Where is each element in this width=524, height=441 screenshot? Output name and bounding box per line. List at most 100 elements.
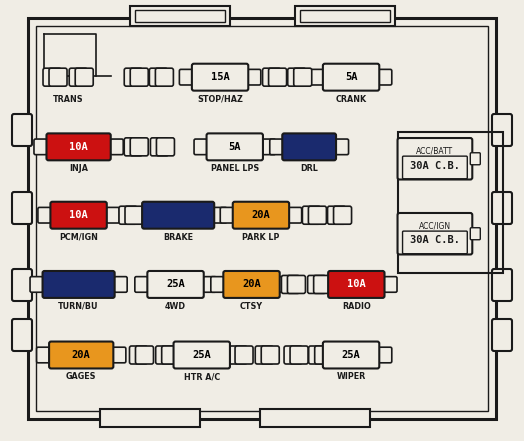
Text: PARK LP: PARK LP: [242, 233, 280, 242]
FancyBboxPatch shape: [402, 231, 467, 254]
FancyBboxPatch shape: [263, 139, 276, 155]
FancyBboxPatch shape: [113, 347, 126, 363]
FancyBboxPatch shape: [12, 192, 32, 224]
Text: 10A: 10A: [347, 280, 366, 289]
FancyBboxPatch shape: [334, 206, 352, 224]
FancyBboxPatch shape: [309, 346, 326, 364]
FancyBboxPatch shape: [269, 68, 287, 86]
FancyBboxPatch shape: [270, 139, 283, 155]
FancyBboxPatch shape: [379, 347, 392, 363]
FancyBboxPatch shape: [49, 68, 67, 86]
FancyBboxPatch shape: [157, 138, 174, 156]
FancyBboxPatch shape: [230, 347, 243, 363]
Text: DRL: DRL: [300, 164, 318, 173]
FancyBboxPatch shape: [179, 69, 192, 85]
FancyBboxPatch shape: [470, 153, 481, 165]
FancyBboxPatch shape: [248, 69, 261, 85]
Text: 20A: 20A: [72, 350, 91, 360]
Text: INJA: INJA: [69, 164, 88, 173]
Text: TURN/BU: TURN/BU: [58, 302, 99, 311]
FancyBboxPatch shape: [379, 69, 392, 85]
FancyBboxPatch shape: [289, 207, 302, 223]
FancyBboxPatch shape: [255, 346, 273, 364]
FancyBboxPatch shape: [261, 346, 279, 364]
FancyBboxPatch shape: [398, 213, 472, 254]
FancyBboxPatch shape: [12, 319, 32, 351]
FancyBboxPatch shape: [470, 228, 481, 240]
FancyBboxPatch shape: [220, 207, 233, 223]
Text: CRANK: CRANK: [335, 95, 367, 104]
FancyBboxPatch shape: [315, 346, 333, 364]
FancyBboxPatch shape: [49, 341, 113, 369]
FancyBboxPatch shape: [492, 319, 512, 351]
Text: ACC/BATT: ACC/BATT: [417, 147, 453, 156]
Text: PANEL LPS: PANEL LPS: [211, 164, 259, 173]
Text: HTR A/C: HTR A/C: [183, 373, 220, 381]
Bar: [36, 26, 488, 411]
Text: 25A: 25A: [166, 280, 185, 289]
FancyBboxPatch shape: [50, 202, 107, 229]
FancyBboxPatch shape: [47, 133, 111, 161]
Bar: [300, 10, 390, 22]
FancyBboxPatch shape: [156, 346, 173, 364]
Text: 4WD: 4WD: [165, 302, 186, 311]
FancyBboxPatch shape: [129, 346, 147, 364]
FancyBboxPatch shape: [214, 207, 227, 223]
FancyBboxPatch shape: [323, 64, 379, 91]
FancyBboxPatch shape: [119, 206, 137, 224]
FancyBboxPatch shape: [173, 341, 230, 369]
FancyBboxPatch shape: [110, 139, 123, 155]
Text: 15A: 15A: [211, 72, 230, 82]
Text: CTSY: CTSY: [240, 302, 263, 311]
FancyBboxPatch shape: [328, 206, 345, 224]
FancyBboxPatch shape: [310, 69, 323, 85]
FancyBboxPatch shape: [233, 202, 289, 229]
FancyBboxPatch shape: [309, 206, 326, 224]
FancyBboxPatch shape: [492, 269, 512, 301]
FancyBboxPatch shape: [302, 206, 320, 224]
FancyBboxPatch shape: [136, 346, 154, 364]
FancyBboxPatch shape: [288, 276, 305, 293]
FancyBboxPatch shape: [12, 269, 32, 301]
FancyBboxPatch shape: [310, 347, 323, 363]
Bar: [295, 6, 395, 26]
FancyBboxPatch shape: [42, 271, 115, 298]
Text: 25A: 25A: [192, 350, 211, 360]
FancyBboxPatch shape: [229, 346, 247, 364]
FancyBboxPatch shape: [263, 68, 280, 86]
FancyBboxPatch shape: [142, 202, 214, 229]
FancyBboxPatch shape: [124, 68, 142, 86]
FancyBboxPatch shape: [211, 277, 224, 292]
Text: PCM/IGN: PCM/IGN: [59, 233, 98, 242]
FancyBboxPatch shape: [130, 138, 148, 156]
Text: 10A: 10A: [69, 210, 88, 220]
FancyBboxPatch shape: [43, 68, 61, 86]
Bar: [130, 6, 230, 26]
FancyBboxPatch shape: [492, 192, 512, 224]
FancyBboxPatch shape: [162, 346, 180, 364]
FancyBboxPatch shape: [147, 271, 204, 298]
FancyBboxPatch shape: [335, 139, 348, 155]
FancyBboxPatch shape: [328, 271, 385, 298]
FancyBboxPatch shape: [282, 133, 336, 161]
Text: GAGES: GAGES: [66, 373, 96, 381]
FancyBboxPatch shape: [384, 277, 397, 292]
FancyBboxPatch shape: [294, 68, 312, 86]
Text: ACC/IGN: ACC/IGN: [419, 222, 451, 231]
Bar: [28, 18, 496, 419]
FancyBboxPatch shape: [161, 347, 174, 363]
FancyBboxPatch shape: [203, 277, 216, 292]
FancyBboxPatch shape: [124, 138, 142, 156]
FancyBboxPatch shape: [492, 114, 512, 146]
FancyBboxPatch shape: [37, 347, 50, 363]
FancyBboxPatch shape: [315, 277, 329, 292]
FancyBboxPatch shape: [206, 133, 263, 161]
FancyBboxPatch shape: [130, 68, 148, 86]
FancyBboxPatch shape: [323, 341, 379, 369]
Text: TRANS: TRANS: [53, 95, 83, 104]
Text: 25A: 25A: [342, 350, 361, 360]
FancyBboxPatch shape: [38, 207, 51, 223]
FancyBboxPatch shape: [135, 277, 148, 292]
FancyBboxPatch shape: [34, 139, 47, 155]
Text: BRAKE: BRAKE: [163, 233, 193, 242]
